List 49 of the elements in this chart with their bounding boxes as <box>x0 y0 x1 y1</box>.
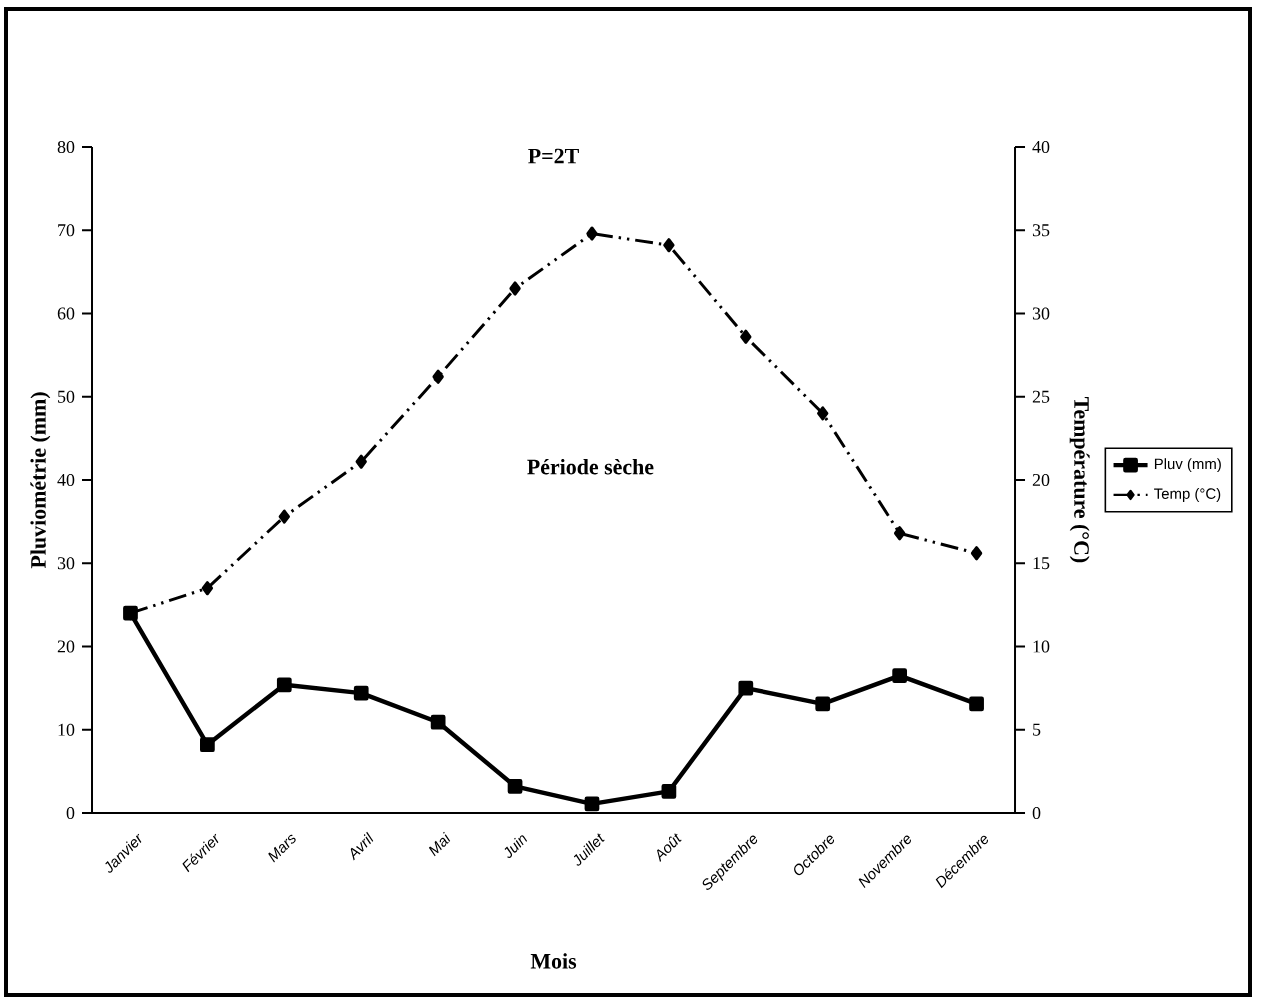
y2-tick-label: 5 <box>1033 723 1041 736</box>
y-tick-label: 40 <box>57 473 75 487</box>
point <box>817 406 829 421</box>
y-tick-label: 60 <box>57 307 75 320</box>
point <box>586 226 598 241</box>
y2-tick-label: 20 <box>1032 473 1050 487</box>
y-tick-label: 70 <box>58 224 75 237</box>
point <box>738 680 754 696</box>
y2-axis-title: Température (°C) <box>1069 397 1090 563</box>
y2-tick-label: 30 <box>1032 307 1050 320</box>
y2-tick-label: 10 <box>1033 640 1050 653</box>
x-tick-label: Mai <box>428 831 451 857</box>
y-tick-label: 0 <box>66 806 75 820</box>
y2-tick-label: 0 <box>1032 806 1041 820</box>
y-tick-label: 50 <box>58 390 75 403</box>
legend-label: Temp (°C) <box>1154 487 1221 502</box>
point <box>201 581 214 596</box>
point <box>740 329 752 344</box>
point <box>507 778 523 794</box>
point <box>584 796 600 812</box>
chart-title: P=2T <box>528 148 579 164</box>
y2-tick-label: 35 <box>1032 224 1050 237</box>
point <box>661 783 677 799</box>
y-tick-label: 20 <box>57 640 75 653</box>
point <box>430 714 446 730</box>
y2-tick-label: 15 <box>1033 557 1050 570</box>
y-tick-label: 80 <box>57 140 75 154</box>
point <box>893 526 906 541</box>
y-tick-label: 30 <box>57 557 75 570</box>
point <box>969 696 984 712</box>
point <box>276 677 292 693</box>
y2-tick-label: 40 <box>1032 140 1050 154</box>
point <box>970 546 983 561</box>
point <box>278 509 290 524</box>
point <box>432 369 444 384</box>
legend-label: Pluv (mm) <box>1154 458 1221 473</box>
point <box>353 685 369 701</box>
y-tick-label: 10 <box>58 723 75 736</box>
point <box>509 281 521 296</box>
point <box>200 737 215 753</box>
point <box>663 238 675 253</box>
annotation: Période sèche <box>527 458 654 475</box>
y-axis-title: Pluviométrie (mm) <box>30 392 51 569</box>
y2-tick-label: 25 <box>1032 390 1050 403</box>
point <box>892 668 908 683</box>
point <box>355 454 367 469</box>
point <box>815 696 831 712</box>
x-tick-label: Juin <box>504 835 528 859</box>
x-axis-title: Mois <box>530 953 577 969</box>
